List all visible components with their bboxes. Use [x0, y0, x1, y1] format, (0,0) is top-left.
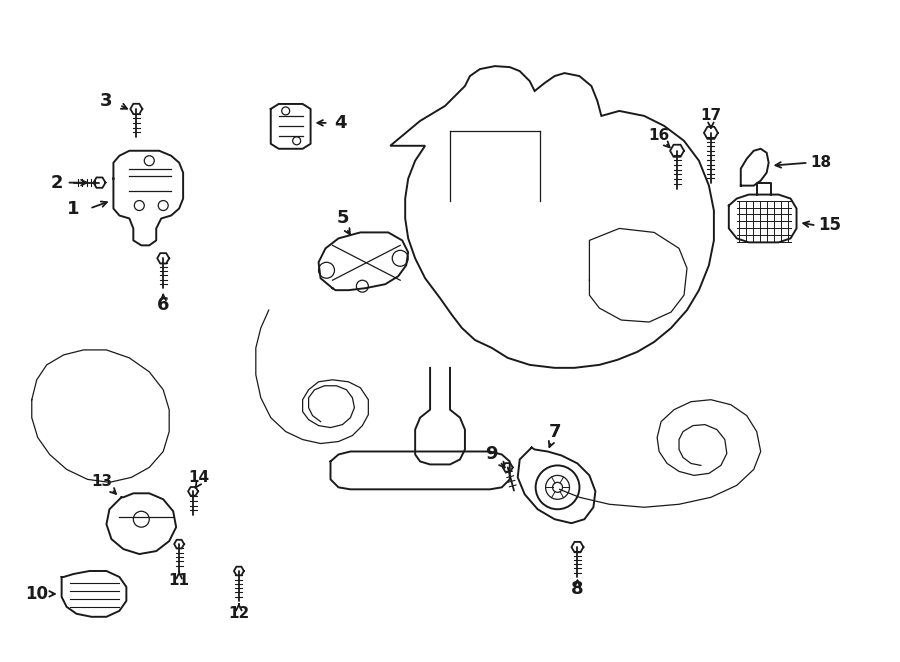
Text: 1: 1	[68, 199, 80, 218]
Text: 16: 16	[649, 128, 670, 143]
Text: 17: 17	[700, 109, 722, 123]
Text: 3: 3	[100, 92, 112, 110]
Text: 13: 13	[91, 474, 112, 489]
Text: 11: 11	[168, 573, 190, 589]
Text: 9: 9	[486, 446, 498, 463]
Text: 12: 12	[229, 606, 249, 622]
Text: 10: 10	[25, 585, 49, 603]
Text: 8: 8	[572, 580, 584, 598]
Text: 4: 4	[334, 114, 346, 132]
Text: 5: 5	[337, 209, 348, 228]
Text: 15: 15	[818, 216, 842, 234]
Text: 14: 14	[188, 470, 210, 485]
Text: 2: 2	[50, 173, 63, 191]
Text: 18: 18	[811, 155, 832, 170]
Text: 6: 6	[157, 296, 169, 314]
Text: 7: 7	[548, 422, 561, 441]
